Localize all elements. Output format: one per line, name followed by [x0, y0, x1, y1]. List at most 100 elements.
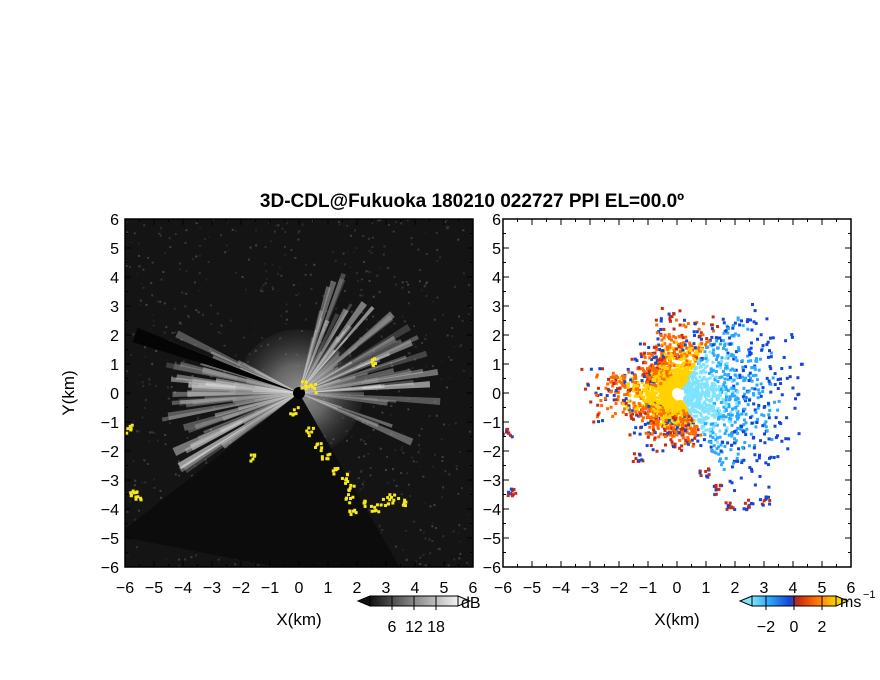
velocity-pixel: [722, 331, 726, 335]
noise-speck: [205, 278, 208, 281]
velocity-pixel: [743, 392, 747, 396]
noise-speck: [400, 222, 403, 225]
velocity-pixel: [654, 375, 658, 379]
velocity-pixel: [708, 399, 712, 403]
velocity-pixel: [589, 400, 593, 404]
velocity-pixel: [696, 399, 700, 403]
velocity-pixel: [740, 461, 744, 465]
velocity-pixel: [685, 354, 689, 358]
velocity-pixel: [702, 409, 706, 413]
noise-speck: [469, 306, 472, 309]
velocity-pixel: [678, 383, 682, 387]
velocity-pixel: [737, 415, 741, 419]
velocity-pixel: [649, 394, 653, 398]
velocity-pixel: [627, 370, 631, 374]
noise-speck: [154, 385, 157, 388]
velocity-pixel: [652, 394, 656, 398]
noise-speck: [148, 378, 151, 381]
noise-speck: [350, 435, 353, 438]
velocity-pixel: [741, 409, 745, 413]
velocity-pixel: [710, 335, 714, 339]
velocity-pixel: [695, 320, 699, 324]
velocity-pixel: [724, 400, 728, 404]
velocity-pixel: [750, 386, 754, 390]
noise-speck: [179, 268, 182, 271]
velocity-pixel: [661, 354, 665, 358]
x-tick-label: 6: [847, 580, 856, 597]
velocity-pixel: [768, 499, 772, 503]
noise-speck: [425, 365, 428, 368]
velocity-pixel: [680, 357, 684, 361]
noise-speck: [402, 548, 405, 551]
velocity-pixel: [702, 405, 706, 409]
velocity-pixel: [646, 367, 650, 371]
velocity-pixel: [664, 391, 668, 395]
velocity-pixel: [661, 389, 665, 393]
noise-speck: [197, 311, 200, 314]
velocity-pixel: [731, 324, 735, 328]
velocity-pixel: [654, 361, 658, 365]
velocity-pixel: [650, 353, 654, 357]
noise-speck: [386, 266, 389, 269]
x-tick-label: −1: [261, 580, 279, 597]
noise-speck: [144, 355, 147, 358]
noise-speck: [195, 255, 198, 258]
noise-speck: [393, 479, 396, 482]
velocity-pixel: [697, 402, 701, 406]
velocity-pixel: [755, 459, 759, 463]
velocity-pixel: [739, 427, 743, 431]
noise-speck: [224, 251, 227, 254]
hard-target-return: [130, 423, 134, 427]
noise-speck: [141, 416, 144, 419]
noise-speck: [389, 325, 392, 328]
noise-speck: [468, 283, 471, 286]
velocity-pixel: [652, 391, 656, 395]
velocity-pixel: [601, 419, 605, 423]
velocity-pixel: [599, 399, 603, 403]
noise-speck: [284, 253, 287, 256]
velocity-pixel: [690, 429, 694, 433]
noise-speck: [379, 219, 382, 222]
velocity-pixel: [674, 430, 678, 434]
noise-speck: [185, 292, 188, 295]
velocity-pixel: [707, 411, 711, 415]
velocity-pixel: [621, 384, 625, 388]
noise-speck: [235, 271, 238, 274]
noise-speck: [148, 246, 151, 249]
velocity-pixel: [667, 361, 671, 365]
velocity-pixel: [697, 345, 701, 349]
velocity-pixel: [737, 333, 741, 337]
velocity-pixel: [724, 429, 728, 433]
noise-speck: [198, 254, 201, 257]
velocity-pixel: [719, 366, 723, 370]
velocity-pixel: [768, 349, 772, 353]
velocity-pixel: [668, 433, 672, 437]
velocity-pixel: [690, 377, 694, 381]
velocity-pixel: [680, 382, 684, 386]
velocity-pixel: [687, 373, 691, 377]
noise-speck: [362, 480, 365, 483]
velocity-pixel: [510, 435, 514, 439]
velocity-pixel: [672, 380, 676, 384]
velocity-pixel: [699, 474, 703, 478]
noise-speck: [434, 527, 437, 530]
velocity-pixel: [797, 392, 801, 396]
velocity-pixel: [651, 413, 655, 417]
velocity-pixel: [671, 443, 675, 447]
velocity-pixel: [643, 400, 647, 404]
velocity-pixel: [729, 417, 733, 421]
noise-speck: [457, 492, 460, 495]
y-tick-label: 5: [492, 241, 501, 258]
noise-speck: [195, 371, 198, 374]
hard-target-return: [326, 453, 330, 457]
velocity-pixel: [743, 501, 747, 505]
noise-speck: [445, 219, 448, 222]
x-tick-label: −6: [116, 580, 134, 597]
velocity-pixel: [644, 398, 648, 402]
velocity-pixel: [508, 433, 512, 437]
velocity-pixel: [708, 376, 712, 380]
velocity-pixel: [670, 413, 674, 417]
velocity-pixel: [668, 416, 672, 420]
velocity-pixel: [728, 342, 732, 346]
velocity-pixel: [726, 505, 730, 509]
